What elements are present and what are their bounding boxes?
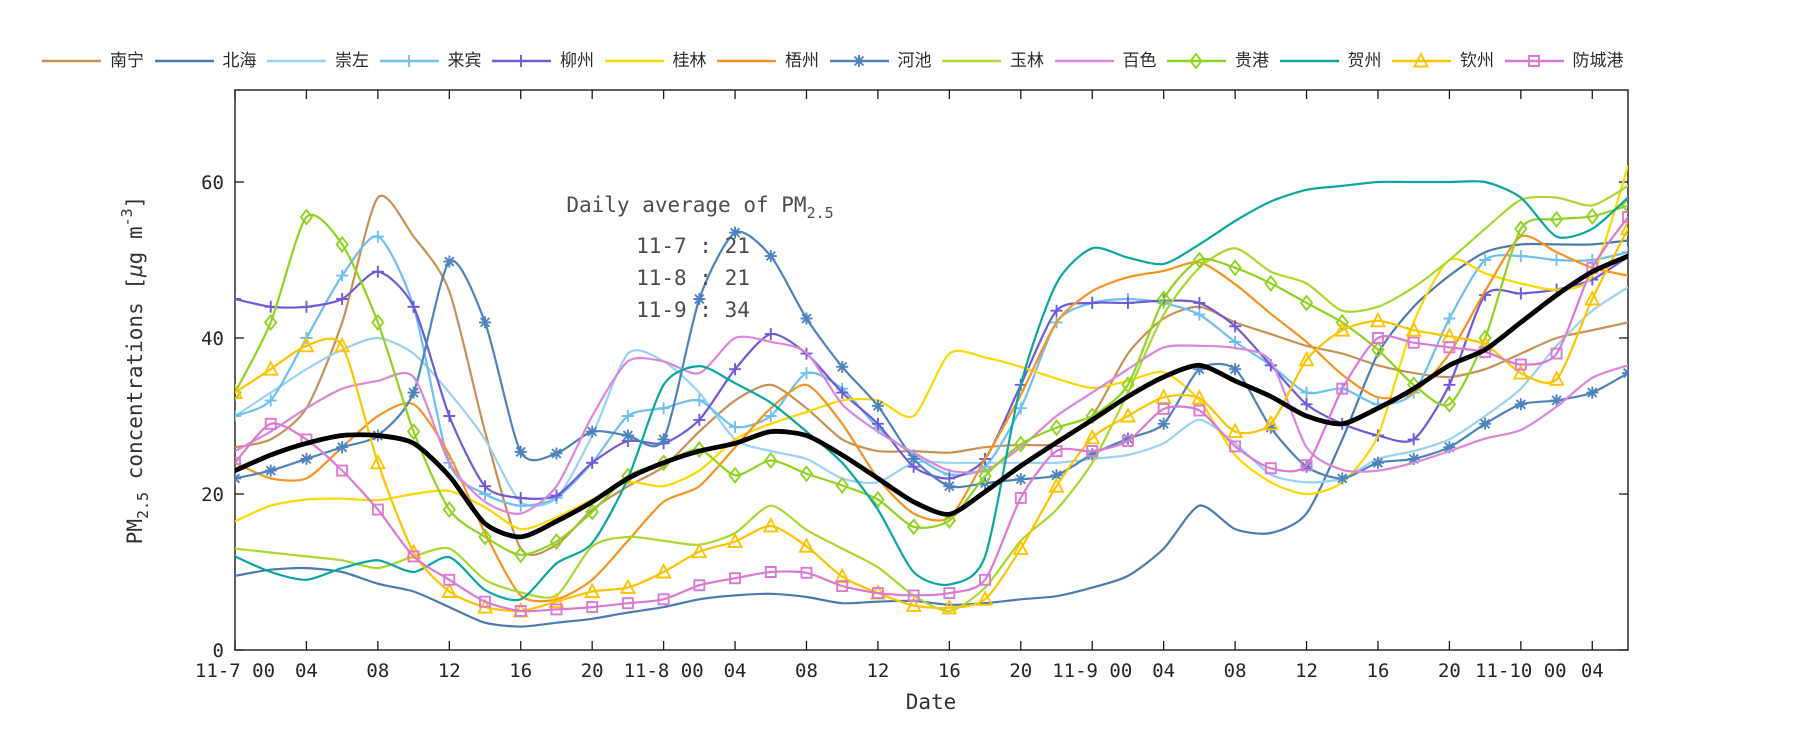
x-tick-label: 16 — [1367, 660, 1390, 682]
legend-swatch-guigang — [1167, 52, 1226, 70]
x-tick-label: 11-10 00 — [1475, 660, 1567, 682]
legend-swatch-hezhou — [1279, 59, 1339, 63]
legend-swatch-liuzhou — [492, 55, 551, 67]
square-marker-icon — [1527, 55, 1540, 67]
series-line-guigang — [235, 204, 1628, 556]
x-tick-label: 08 — [1224, 660, 1247, 682]
x-tick-label: 04 — [724, 660, 747, 682]
legend-item-laibin: 来宾 — [379, 50, 482, 72]
legend-item-guilin: 桂林 — [604, 50, 707, 72]
legend-item-wuzhou: 梧州 — [716, 50, 819, 72]
x-tick-label: 08 — [795, 660, 818, 682]
x-tick-label: 12 — [438, 660, 461, 682]
series-line-fangchenggang — [235, 216, 1628, 613]
y-tick-label: 20 — [201, 484, 224, 506]
x-tick-label: 04 — [1152, 660, 1175, 682]
triangle-up-marker-icon — [1412, 51, 1430, 68]
legend-item-hechi: 河池 — [829, 50, 932, 72]
y-tick-label: 40 — [201, 328, 224, 350]
series-line-liuzhou — [235, 255, 1628, 500]
legend-item-nanning: 南宁 — [41, 50, 144, 72]
x-tick-label: 08 — [366, 660, 389, 682]
legend-swatch-wuzhou — [717, 59, 776, 63]
series-lines — [235, 165, 1628, 628]
legend-item-yulin: 玉林 — [941, 50, 1044, 72]
x-tick-label: 11-7 00 — [195, 660, 275, 682]
legend-label-chongzuo: 崇左 — [335, 51, 369, 71]
x-tick-label: 20 — [581, 660, 604, 682]
x-tick-label: 12 — [1295, 660, 1318, 682]
legend-item-chongzuo: 崇左 — [266, 50, 369, 72]
legend-swatch-beihai — [154, 59, 214, 63]
legend-label-guilin: 桂林 — [672, 51, 707, 71]
x-tick-label: 04 — [1581, 660, 1604, 682]
legend-swatch-qinzhou — [1392, 51, 1451, 68]
asterisk-marker-icon — [852, 55, 865, 67]
legend-label-laibin: 来宾 — [447, 51, 482, 71]
legend-swatch-guilin — [604, 59, 664, 63]
x-tick-label: 12 — [866, 660, 889, 682]
x-tick-label: 20 — [1009, 660, 1032, 682]
legend-swatch-yulin — [942, 59, 1001, 63]
legend-swatch-chongzuo — [267, 59, 326, 63]
series-line-chongzuo — [235, 286, 1628, 508]
plus-marker-icon — [402, 55, 415, 67]
diamond-marker-icon — [1189, 52, 1203, 70]
plot-box — [234, 89, 1629, 651]
legend-item-baise: 百色 — [1054, 50, 1157, 72]
legend-label-qinzhou: 钦州 — [1460, 51, 1494, 71]
series-line-hezhou — [235, 180, 1628, 602]
series-line-guilin — [235, 165, 1628, 531]
plus-marker-icon — [515, 55, 527, 67]
legend-item-beihai: 北海 — [154, 50, 257, 72]
legend-label-yulin: 玉林 — [1010, 51, 1044, 71]
legend-label-hechi: 河池 — [897, 51, 932, 71]
y-tick-label: 60 — [201, 172, 224, 194]
x-axis-label: Date — [906, 690, 957, 714]
legend-swatch-laibin — [379, 55, 439, 67]
series-line-beihai — [235, 239, 1628, 628]
legend-item-fangchenggang: 防城港 — [1504, 50, 1624, 72]
series-line-wuzhou — [235, 234, 1628, 603]
x-tick-label: 04 — [295, 660, 318, 682]
legend-label-hezhou: 贺州 — [1347, 51, 1382, 71]
x-tick-label: 20 — [1438, 660, 1461, 682]
legend-item-hezhou: 贺州 — [1279, 50, 1382, 72]
series-line-nanning — [235, 194, 1628, 556]
annotation-line-1: 11-7 : 21 — [636, 234, 750, 258]
y-axis-label: PM2.5 concentrations [µg m-3] — [118, 196, 152, 545]
x-tick-label: 16 — [938, 660, 961, 682]
legend-swatch-baise — [1054, 59, 1114, 63]
x-tick-label: 11-9 00 — [1052, 660, 1132, 682]
legend-item-liuzhou: 柳州 — [491, 50, 594, 72]
x-tick-label: 16 — [509, 660, 532, 682]
legend-label-beihai: 北海 — [222, 51, 257, 71]
legend-label-liuzhou: 柳州 — [560, 51, 594, 71]
y-tick-label: 0 — [213, 640, 224, 662]
legend-label-nanning: 南宁 — [110, 51, 144, 71]
legend-item-qinzhou: 钦州 — [1391, 50, 1494, 72]
legend-label-baise: 百色 — [1122, 51, 1157, 71]
annotation-daily-average: Daily average of PM2.5 11-7 : 21 11-8 : … — [566, 193, 833, 322]
series-line-baise — [235, 335, 1628, 515]
svg-text:Daily average of PM2.5: Daily average of PM2.5 — [566, 193, 833, 222]
legend-label-wuzhou: 梧州 — [785, 51, 819, 71]
legend-label-fangchenggang: 防城港 — [1572, 51, 1624, 71]
series-line-qinzhou — [235, 227, 1628, 613]
series-line-mean — [235, 253, 1628, 540]
annotation-line-3: 11-9 : 34 — [636, 298, 750, 322]
legend-swatch-nanning — [42, 59, 101, 63]
x-tick-label: 11-8 00 — [624, 660, 704, 682]
legend: 南宁 北海 崇左 来宾 柳州 桂林 梧州 河池 玉林 百色 贵港 贺州 钦州 防城港 — [0, 0, 1800, 71]
axes: 11-7 00 04 08 12 16 20 11-8 00 04 08 12 16 20 11-9 0… — [195, 89, 1629, 682]
legend-swatch-hechi — [829, 55, 889, 67]
legend-item-guigang: 贵港 — [1166, 50, 1269, 72]
annotation-line-2: 11-8 : 21 — [636, 266, 750, 290]
legend-swatch-fangchenggang — [1504, 55, 1564, 67]
legend-label-guigang: 贵港 — [1235, 51, 1269, 71]
